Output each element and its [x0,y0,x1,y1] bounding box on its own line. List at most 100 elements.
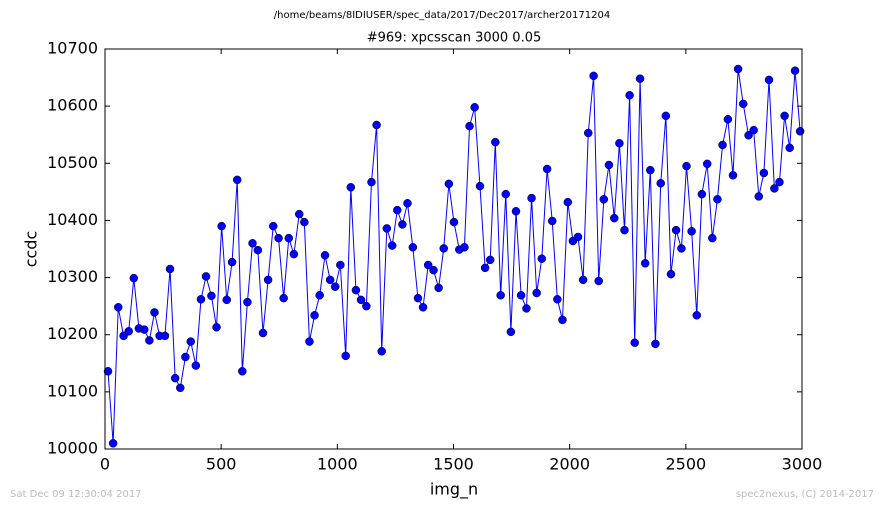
data-point [129,273,139,283]
data-point [764,75,774,85]
data-point [708,233,717,243]
data-point [516,291,526,300]
suptitle: /home/beams/8IDIUSER/spec_data/2017/Dec2… [274,10,610,21]
data-point [356,295,366,305]
data-point [310,311,319,320]
data-point [775,177,784,187]
y-axis-label: ccdc [22,231,41,268]
footer-left: Sat Dec 09 12:30:04 2017 [10,489,142,500]
data-point [382,224,392,233]
data-point [511,207,521,216]
data-point [227,257,237,267]
data-point [599,195,609,204]
data-point [444,179,454,189]
data-point [393,205,402,215]
data-point [232,175,242,185]
x-tick-label: 1500 [433,455,474,474]
data-point [733,64,743,74]
data-point [418,303,428,312]
data-point [713,195,722,204]
data-point [108,439,118,448]
data-point [346,183,356,192]
footer-right: spec2nexus, (C) 2014-2017 [736,489,874,500]
data-point [723,115,733,124]
data-point [749,125,758,135]
y-tick-label: 10600 [47,96,98,115]
data-point [176,383,185,393]
data-point [522,304,531,313]
data-point [351,285,361,295]
data-point [330,282,340,291]
data-point [682,161,691,171]
data-point [656,179,665,188]
data-point [222,295,231,305]
data-point [759,168,769,178]
x-tick-label: 2000 [549,455,590,474]
data-point [181,352,190,362]
data-point [170,373,180,383]
y-tick-label: 10100 [47,381,98,400]
data-point [506,327,516,337]
data-point [150,308,159,317]
data-point [145,336,154,345]
data-point [646,165,655,175]
data-point [470,103,479,112]
data-point [403,199,412,208]
data-point [537,254,547,263]
data-point [692,311,702,320]
data-point [604,160,614,170]
data-point [790,66,800,75]
data-point [578,275,588,285]
data-point [217,221,226,231]
data-point [367,177,376,187]
data-point [697,189,707,199]
plot-frame [104,48,803,450]
chart-title: #969: xpcsscan 3000 0.05 [367,31,542,46]
data-point [212,323,221,332]
data-point [666,269,676,279]
data-point [496,291,505,300]
data-point [289,249,299,259]
data-point [377,347,386,356]
data-point [661,111,671,121]
x-tick-label: 2500 [665,455,706,474]
data-point [449,217,459,227]
y-tick-label: 10700 [47,39,98,58]
data-point [279,293,288,303]
data-point [594,276,603,286]
data-point [248,239,257,248]
data-point [558,315,567,325]
data-point [362,301,371,311]
data-point [284,233,294,243]
data-point [300,217,309,227]
y-tick-label: 10000 [47,439,98,458]
data-point [253,245,263,255]
data-point [744,131,753,140]
data-point [542,164,552,174]
data-point [429,265,438,275]
data-point [201,272,211,281]
data-point [103,367,113,376]
data-point [238,367,247,376]
data-point [728,171,738,180]
data-point [491,137,500,147]
data-point [687,227,696,236]
data-point [615,139,624,148]
data-point [640,259,650,268]
data-point [553,295,562,304]
data-point [770,184,779,193]
data-point [336,260,345,270]
data-point [196,295,206,304]
data-point [584,128,593,138]
data-point [341,351,350,361]
data-point [113,303,123,312]
data-point [465,121,474,131]
data-point [191,361,201,370]
data-point [315,291,324,300]
data-point [268,221,278,231]
data-point [785,143,794,153]
x-tick-label: 500 [206,455,237,474]
data-point [480,263,490,273]
